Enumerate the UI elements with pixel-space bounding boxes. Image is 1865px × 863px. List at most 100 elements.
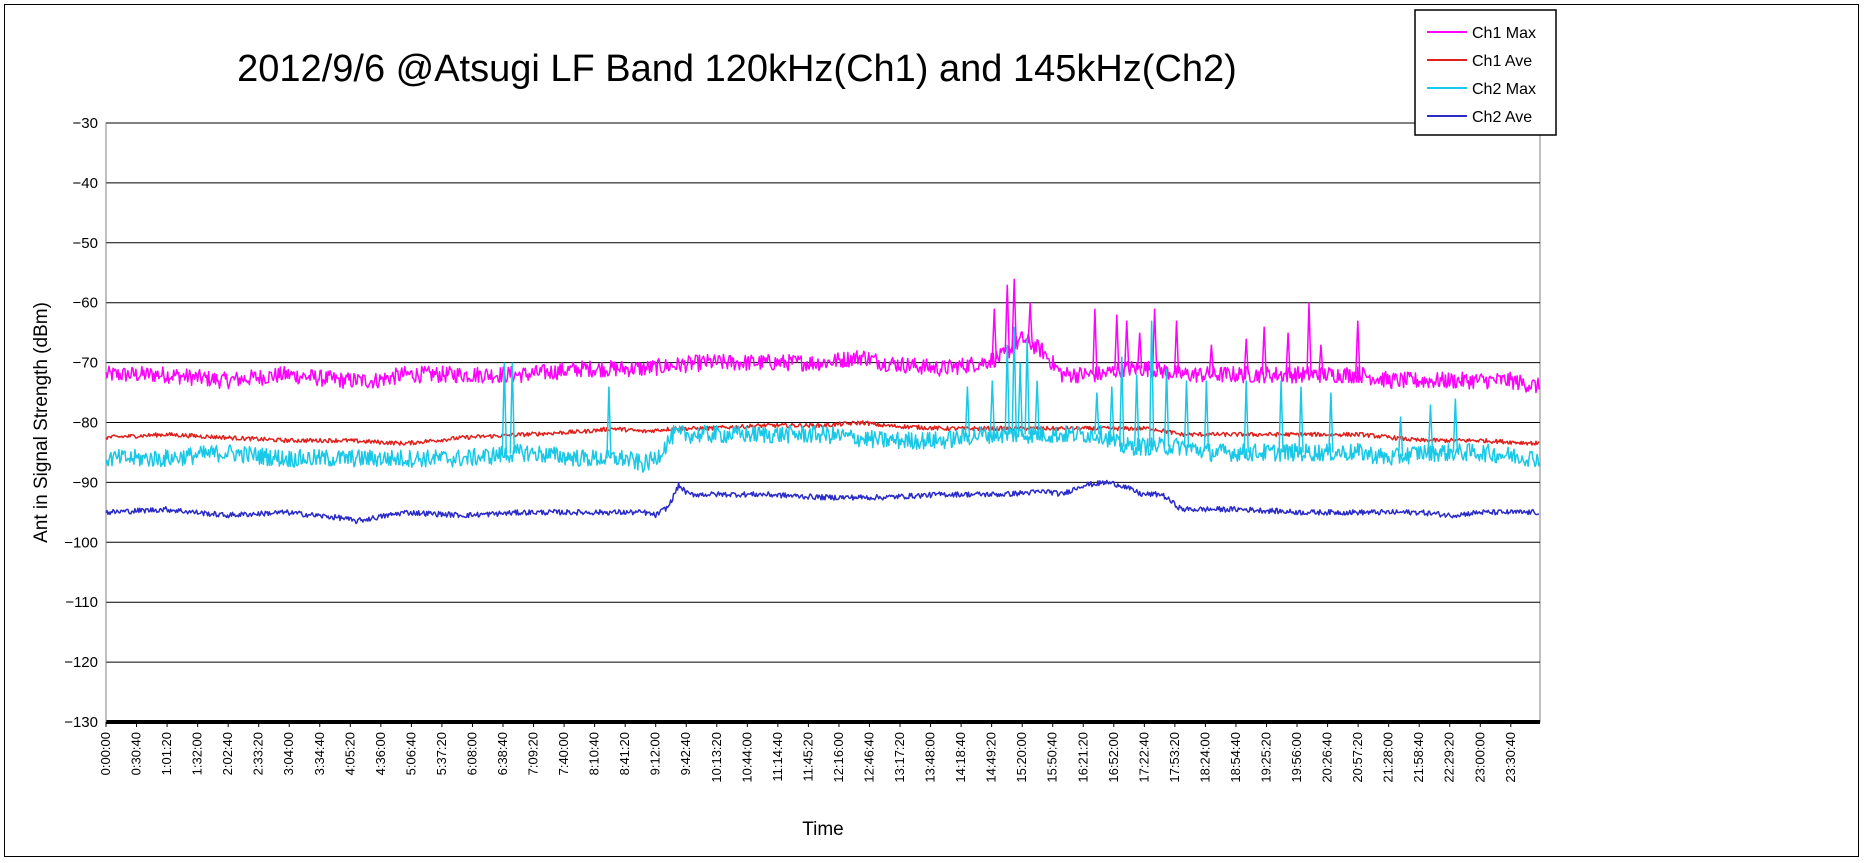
series-spike [1298,386,1304,453]
legend-label: Ch2 Ave [1472,109,1532,126]
x-tick-label: 23:00:00 [1472,732,1487,783]
x-tick-label: 16:52:00 [1106,732,1121,783]
series-spike [1243,338,1249,375]
y-tick-label: −90 [73,474,98,491]
series-spike [1114,314,1120,371]
series-spike [989,380,996,435]
x-tick-label: 7:09:20 [526,732,541,775]
x-tick-label: 2:33:20 [251,732,266,775]
y-tick-label: −60 [73,295,98,312]
x-tick-label: 15:20:00 [1014,732,1029,783]
series-spike [1148,320,1155,447]
x-tick-label: 9:42:40 [678,732,693,775]
series-spike [509,362,516,454]
y-tick-label: −30 [73,115,98,132]
x-tick-label: 16:21:20 [1075,732,1090,783]
y-tick-label: −40 [73,175,98,192]
y-tick-label: −110 [65,594,98,611]
series-spike [1092,308,1098,375]
x-tick-label: 5:37:20 [434,732,449,775]
series-spike [1109,386,1115,441]
series-layer [105,278,1540,525]
x-tick-label: 11:45:20 [800,732,815,782]
series-spike [1027,302,1033,344]
series-spike [1306,302,1312,375]
x-tick-label: 2:02:40 [220,732,235,775]
series-line [105,479,1540,525]
series-spike [1243,380,1249,453]
series-spike [1136,332,1143,369]
series-spike [1427,404,1434,453]
chart-frame: 2012/9/6 @Atsugi LF Band 120kHz(Ch1) and… [4,4,1859,857]
y-axis-label: Ant in Signal Strength (dBm) [31,302,52,543]
series-spike [1119,356,1125,447]
legend-label: Ch1 Max [1472,25,1536,42]
x-tick-label: 3:34:40 [312,732,327,775]
series-ch2-ave [105,479,1540,525]
x-tick-label: 13:48:00 [923,732,938,783]
series-spike [1397,416,1404,457]
x-tick-label: 14:18:40 [953,732,968,783]
x-tick-label: 21:28:00 [1381,732,1396,783]
x-tick-label: 6:38:40 [495,732,510,775]
x-tick-label: 1:01:20 [159,732,174,775]
legend: Ch1 Max Ch1 Ave Ch2 Max Ch2 Ave [1414,9,1557,136]
chart-title: 2012/9/6 @Atsugi LF Band 120kHz(Ch1) and… [237,48,1237,90]
series-spike [1318,344,1324,375]
series-ch1-max [105,278,1540,394]
x-axis-ticks: 0:00:00 0:30:40 1:01:20 1:32:00 2:02:40 2:33:… [98,722,1518,783]
x-tick-label: 1:32:00 [190,732,205,775]
x-tick-label: 15:50:40 [1045,732,1060,783]
x-tick-label: 12:16:00 [831,732,846,783]
x-tick-label: 3:04:00 [281,732,296,775]
x-tick-label: 14:49:20 [984,732,999,783]
y-tick-label: −50 [73,235,98,252]
x-tick-label: 18:24:00 [1197,732,1212,783]
series-spike [1034,380,1040,435]
series-spike [1094,392,1100,435]
series-spike [964,386,971,437]
series-spike [1452,398,1459,453]
series-ch2-max [105,320,1540,473]
series-spike [1355,320,1361,375]
x-tick-label: 17:53:20 [1167,732,1182,783]
legend-box [1414,9,1557,136]
x-tick-label: 6:08:00 [464,732,479,775]
series-spike [606,386,612,459]
y-axis-ticks: −130 −120 −110 −100 −90 −80 −70 −60 −50 −40 −30 [64,115,98,731]
series-spike [501,362,508,455]
x-tick-label: 7:40:00 [556,732,571,775]
series-spike [1133,374,1140,447]
line-chart: 2012/9/6 @Atsugi LF Band 120kHz(Ch1) and… [31,9,1557,840]
x-tick-label: 11:14:40 [770,732,785,782]
x-tick-label: 9:12:00 [648,732,663,775]
x-tick-label: 20:26:40 [1320,732,1335,783]
x-tick-label: 22:29:20 [1442,732,1457,783]
series-spike [1123,320,1130,369]
x-tick-label: 0:00:00 [98,732,113,775]
x-tick-label: 4:36:00 [373,732,388,775]
x-tick-label: 12:46:40 [861,732,876,783]
x-tick-label: 8:10:40 [587,732,602,775]
x-tick-label: 8:41:20 [617,732,632,775]
y-tick-label: −80 [73,415,98,432]
x-tick-label: 4:05:20 [342,732,357,775]
series-spike [1004,284,1010,353]
x-tick-label: 5:06:40 [403,732,418,775]
series-spike [1173,320,1180,374]
x-axis-label: Time [802,819,844,840]
series-spike [1328,392,1334,453]
series-line [105,424,1540,473]
legend-label: Ch2 Max [1472,81,1536,98]
y-tick-label: −120 [64,654,98,671]
series-spike [1278,380,1284,453]
series-spike [1011,326,1017,435]
series-spike [1024,338,1030,435]
series-spike [1183,380,1190,448]
y-tick-label: −130 [64,714,98,731]
x-tick-label: 19:25:20 [1258,732,1273,783]
series-spike [1017,362,1023,435]
y-tick-label: −100 [64,534,98,551]
y-tick-label: −70 [73,355,98,372]
x-tick-label: 10:13:20 [709,732,724,783]
